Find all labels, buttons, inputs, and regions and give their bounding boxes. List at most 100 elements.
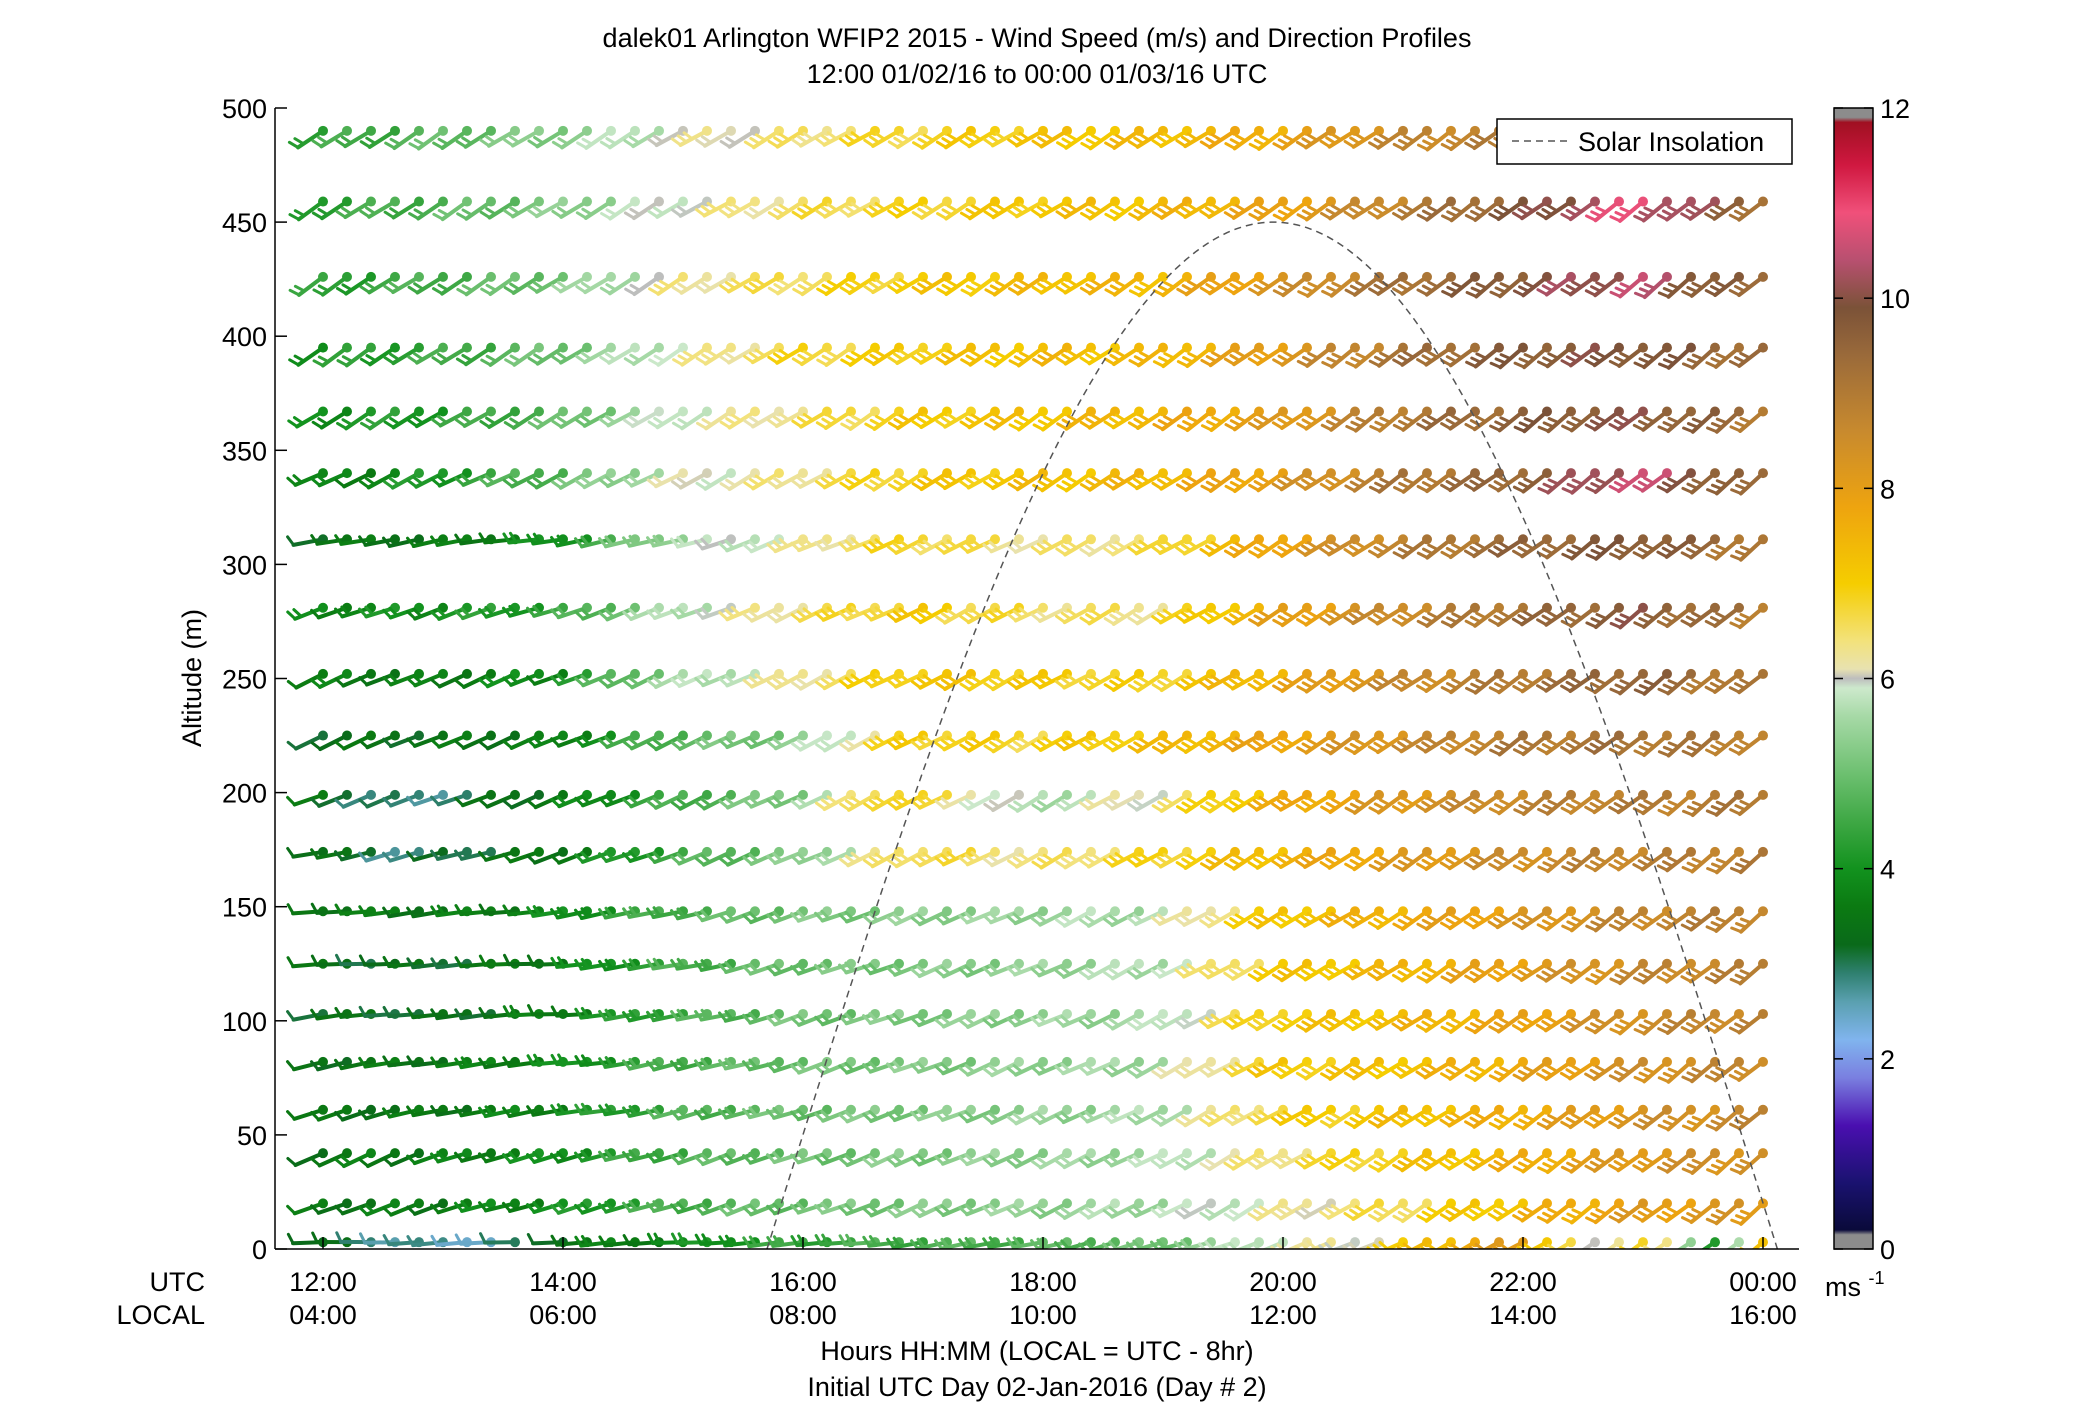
wind-barb-station-dot — [414, 468, 424, 479]
wind-barb-feather — [1373, 1210, 1386, 1219]
wind-barb-station-dot — [1182, 1198, 1192, 1209]
wind-barb-station-dot — [1230, 846, 1240, 857]
wind-barb — [1416, 1198, 1456, 1223]
wind-barb-feather — [670, 1232, 679, 1245]
wind-barb — [645, 1056, 688, 1072]
wind-barb-station-dot — [1422, 534, 1432, 545]
wind-barb-feather — [526, 1233, 535, 1245]
wind-barb-feather — [1686, 1120, 1700, 1127]
wind-barb-station-dot — [1110, 789, 1120, 800]
wind-barb — [1078, 1104, 1120, 1124]
wind-barb-shaft — [1555, 1240, 1573, 1249]
wind-barb-feather — [1102, 1242, 1111, 1249]
wind-barb-feather — [1246, 1115, 1258, 1125]
wind-barb-feather — [670, 1154, 681, 1165]
wind-barb-station-dot — [1470, 1056, 1480, 1067]
wind-barb-feather — [1619, 1207, 1632, 1215]
wind-barb-feather — [1632, 1214, 1645, 1223]
wind-barb-feather — [1560, 1165, 1573, 1174]
wind-barb-feather — [1397, 1115, 1409, 1124]
wind-barb-feather — [1078, 1158, 1090, 1168]
wind-barb-feather — [862, 1112, 873, 1123]
wind-barb-station-dot — [1710, 668, 1720, 679]
wind-barb — [1319, 1198, 1360, 1220]
wind-barb-feather — [1474, 1242, 1486, 1249]
wind-barb-station-dot — [366, 1104, 376, 1115]
wind-barb-station-dot — [318, 1198, 328, 1209]
wind-barb-feather — [772, 1151, 783, 1162]
wind-barb-station-dot — [318, 406, 328, 417]
wind-barb-feather — [1330, 1204, 1342, 1213]
wind-barb-station-dot — [1254, 468, 1264, 479]
wind-barb-feather — [940, 1109, 951, 1120]
wind-barb-feather — [868, 1060, 879, 1072]
wind-barb — [1638, 1237, 1672, 1249]
wind-barb-station-dot — [342, 789, 352, 800]
wind-barb-feather — [1127, 1069, 1139, 1079]
wind-barb-feather — [1512, 1165, 1525, 1173]
wind-barb-feather — [940, 1153, 951, 1163]
wind-barb-feather — [1499, 1113, 1512, 1122]
wind-barb-station-dot — [1326, 789, 1336, 800]
wind-barb-station-dot — [1398, 958, 1408, 969]
wind-barb-feather — [1715, 1115, 1728, 1123]
wind-barb-shaft — [1653, 1240, 1669, 1249]
wind-barb — [1343, 1198, 1384, 1221]
wind-barb-feather — [1643, 1156, 1655, 1165]
wind-barb — [1368, 1198, 1408, 1223]
wind-barb-station-dot — [1710, 1104, 1720, 1115]
wind-barb-feather — [862, 1235, 871, 1248]
wind-barb-station-dot — [942, 1198, 952, 1209]
wind-barb-feather — [1012, 1205, 1024, 1215]
wind-barb-feather — [1378, 1241, 1390, 1249]
wind-barb-feather — [1355, 1113, 1367, 1121]
wind-barb-feather — [1657, 1076, 1670, 1084]
wind-barb — [285, 1056, 328, 1072]
wind-barb — [1512, 1148, 1552, 1174]
wind-barb-station-dot — [1758, 1008, 1768, 1019]
wind-barb-feather — [700, 1153, 711, 1164]
wind-barb-station-dot — [798, 668, 808, 679]
wind-barb-feather — [652, 1106, 662, 1118]
wind-barb — [1561, 1198, 1600, 1225]
wind-barb-feather — [310, 1008, 319, 1021]
wind-barb-feather — [1246, 1068, 1258, 1078]
wind-barb — [1439, 1104, 1480, 1128]
wind-barb-station-dot — [1518, 668, 1528, 679]
wind-barb-feather — [1691, 1207, 1704, 1216]
wind-barb-feather — [1319, 1119, 1332, 1128]
wind-barb-feather — [741, 1060, 752, 1071]
wind-barb-feather — [311, 1231, 319, 1244]
wind-barb-feather — [358, 1232, 367, 1245]
wind-barb — [550, 1148, 592, 1164]
wind-barb-feather — [1518, 1118, 1531, 1126]
wind-barb-feather — [1426, 1155, 1439, 1164]
wind-barb-station-dot — [1038, 789, 1048, 800]
wind-barb-feather — [453, 1151, 464, 1163]
wind-barb-station-dot — [1710, 789, 1720, 800]
wind-barb-feather — [1469, 1158, 1481, 1168]
wind-barb-feather — [1643, 1114, 1656, 1122]
wind-barb — [1560, 1104, 1600, 1130]
wind-barb-feather — [844, 1061, 855, 1072]
wind-barb-feather — [1157, 1066, 1169, 1076]
wind-barb-shaft — [483, 1059, 517, 1070]
wind-barb-feather — [1517, 1210, 1530, 1219]
wind-barb-feather — [1234, 1154, 1247, 1164]
wind-barb-feather — [868, 1155, 880, 1165]
wind-barb-station-dot — [1518, 730, 1528, 741]
wind-barb-feather — [742, 1236, 751, 1248]
wind-barb-station-dot — [366, 1148, 376, 1159]
wind-barb-feather — [724, 1106, 734, 1118]
wind-barb-feather — [1595, 1208, 1608, 1216]
wind-barb-feather — [694, 1155, 705, 1166]
wind-barb-station-dot — [390, 1104, 400, 1115]
wind-barb-station-dot — [1134, 1148, 1144, 1159]
wind-barb — [1368, 1148, 1408, 1173]
wind-barb-feather — [1661, 1210, 1674, 1219]
wind-barb-station-dot — [1590, 906, 1600, 917]
wind-barb-feather — [598, 1057, 607, 1069]
wind-barb-feather — [886, 1208, 898, 1218]
wind-barb-feather — [1295, 1071, 1308, 1080]
